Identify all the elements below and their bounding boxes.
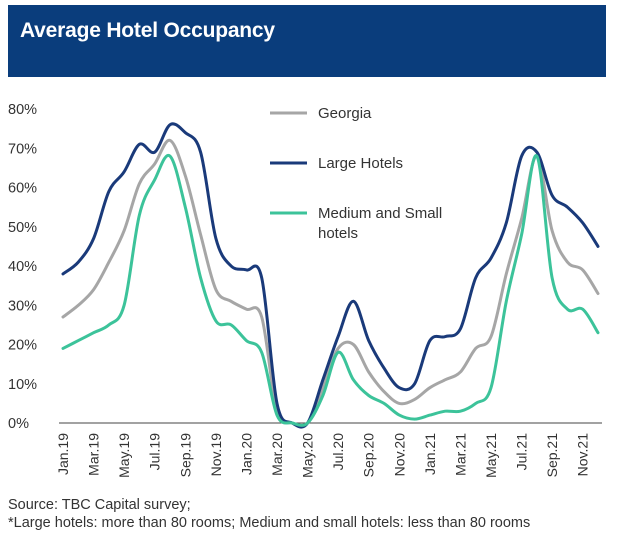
x-tick-label: Jan.21 xyxy=(422,433,438,475)
y-tick-label: 70% xyxy=(8,141,37,157)
chart-header-bar: Average Hotel Occupancy xyxy=(8,5,606,77)
chart-title: Average Hotel Occupancy xyxy=(20,19,275,42)
x-tick-label: Sep.19 xyxy=(177,433,193,478)
y-tick-label: 60% xyxy=(8,181,37,197)
series-line-medium-and-small-hotels xyxy=(61,153,600,427)
x-tick-label: Nov.20 xyxy=(391,433,407,477)
source-note: Source: TBC Capital survey; xyxy=(8,497,191,513)
x-tick-label: Jan.20 xyxy=(238,433,254,475)
legend-label-medium-and-small-hotels: Medium and Small hotels xyxy=(318,205,442,242)
legend: Georgia Large Hotels Medium and Small hotel… xyxy=(270,105,442,242)
x-tick-label: Jan.19 xyxy=(55,433,71,475)
x-tick-label: Mar.20 xyxy=(269,433,285,476)
y-axis: 0% 10% 20% 30% 40% 50% 60% 70% 80% xyxy=(8,102,37,432)
x-tick-label: Mar.19 xyxy=(86,433,102,476)
series-lines xyxy=(61,122,600,429)
y-tick-label: 50% xyxy=(8,220,37,236)
x-tick-label: Mar.21 xyxy=(452,433,468,476)
legend-label-georgia: Georgia xyxy=(318,105,372,122)
x-tick-label: Nov.19 xyxy=(208,433,224,477)
x-tick-label: Jul.19 xyxy=(147,433,163,471)
x-axis: Jan.19 Mar.19 May.19 Jul.19 Sep.19 Nov.19 Jan.… xyxy=(55,422,602,478)
x-tick-label: Jul.20 xyxy=(330,433,346,471)
y-tick-label: 0% xyxy=(8,416,29,432)
x-tick-label: Nov.21 xyxy=(575,433,591,477)
series-line-large-hotels xyxy=(61,122,600,429)
y-tick-label: 80% xyxy=(8,102,37,118)
x-tick-label: Sep.21 xyxy=(544,433,560,478)
line-chart: 0% 10% 20% 30% 40% 50% 60% 70% 80% Jan.19 Mar.19 M… xyxy=(8,102,602,478)
y-tick-label: 10% xyxy=(8,377,37,393)
x-tick-label: May.19 xyxy=(116,433,132,478)
series-line-georgia xyxy=(61,138,600,428)
x-tick-label: May.21 xyxy=(483,433,499,478)
size-definition-note: *Large hotels: more than 80 rooms; Mediu… xyxy=(8,515,531,531)
y-tick-label: 40% xyxy=(8,259,37,275)
y-tick-label: 20% xyxy=(8,338,37,354)
x-tick-label: May.20 xyxy=(300,433,316,478)
x-tick-label: Sep.20 xyxy=(361,433,377,478)
y-tick-label: 30% xyxy=(8,298,37,314)
x-tick-label: Jul.21 xyxy=(514,433,530,471)
legend-label-large-hotels: Large Hotels xyxy=(318,155,403,172)
